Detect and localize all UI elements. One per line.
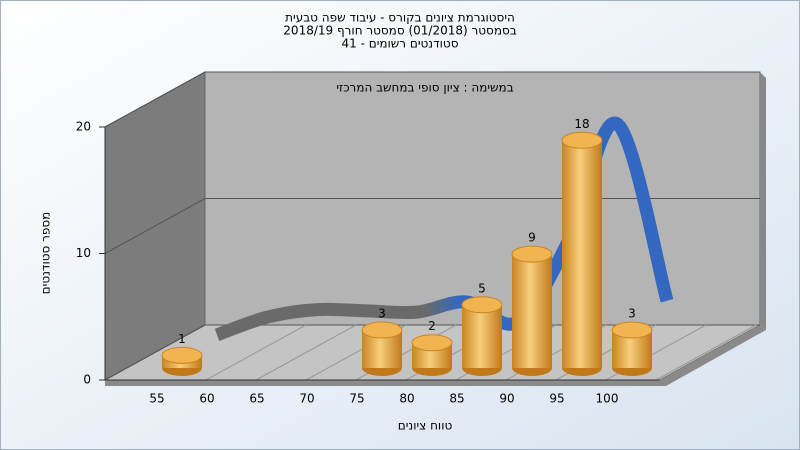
x-tick-label: 65 [249,392,264,406]
x-tick-label: 100 [596,392,619,406]
x-axis-label: טווח ציונים [398,419,453,433]
floor-line [255,324,357,381]
bar-part [561,131,603,149]
chart-title: סטודנטים רשומים - 41 [341,37,458,51]
bar-part [562,140,602,368]
grid-line [104,71,760,128]
bar [161,346,203,376]
value-label: 18 [574,117,589,131]
bar-part [361,321,403,339]
subtitle: במשימה : ציון סופי במחשב המרכזי [336,81,513,95]
bar [361,321,403,376]
y-axis-label: מספר סטודנטים [39,212,53,295]
value-label: 1 [178,332,186,346]
x-tick-label: 90 [499,392,514,406]
bar-part [161,346,203,364]
value-label: 5 [478,281,486,295]
x-tick-label: 95 [549,392,564,406]
x-tick-label: 60 [199,392,214,406]
floor-line [655,324,757,381]
bar-part [461,296,503,314]
value-label: 3 [628,307,636,321]
x-tick-label: 75 [349,392,364,406]
value-label: 2 [428,319,436,333]
bar-part [411,334,453,352]
wall-edge [760,72,766,330]
value-label: 9 [528,231,536,245]
bar [411,334,453,376]
bar [611,321,653,376]
x-tick-label: 85 [449,392,464,406]
bar [461,296,503,376]
bar [511,245,553,376]
x-tick-label: 70 [299,392,314,406]
bar-part [512,254,552,368]
bar-part [462,304,502,368]
value-label: 3 [378,307,386,321]
chart-title: היסטוגרמת ציונים בקורס - עיבוד שפה טבעית [285,11,515,25]
x-tick-label: 55 [149,392,164,406]
bar [561,131,603,376]
floor-line [205,324,307,381]
bar-part [611,321,653,339]
y-tick-label: 10 [76,246,91,260]
x-tick-label: 80 [399,392,414,406]
y-tick-label: 0 [83,373,91,387]
bar-part [511,245,553,263]
y-tick-label: 20 [76,120,91,134]
chart-title: בסמסטר (01/2018) סמסטר חורף 2018/19 [283,24,516,38]
